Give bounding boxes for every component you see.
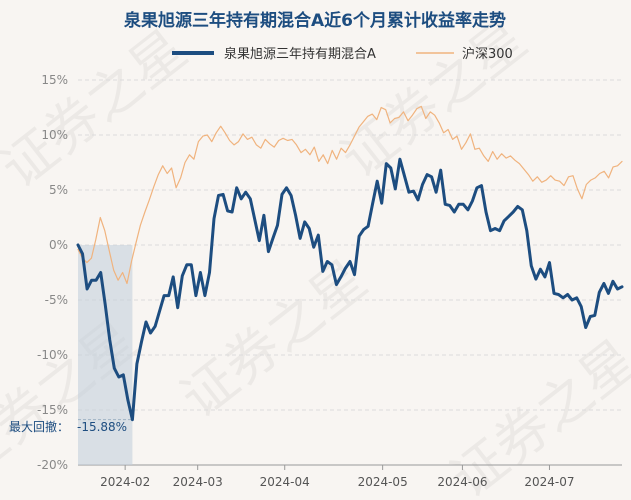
max-drawdown-annotation: 最大回撤： -15.88% xyxy=(9,419,127,434)
legend: 泉果旭源三年持有期混合A 沪深300 xyxy=(172,46,513,62)
fund-return-line xyxy=(76,157,624,422)
max-drawdown-value: -15.88% xyxy=(77,420,127,434)
y-tick-label: 5% xyxy=(49,183,68,197)
series-lines xyxy=(76,105,624,422)
x-tick-label: 2024-04 xyxy=(260,475,310,489)
x-tick-label: 2024-02 xyxy=(100,475,150,489)
x-tick-label: 2024-07 xyxy=(524,475,574,489)
y-tick-label: 0% xyxy=(49,238,68,252)
watermark-text: 证券之星 xyxy=(329,8,538,191)
y-tick-label: -10% xyxy=(37,348,68,362)
y-axis: 15% 10% 5% 0% -5% -10% -15% -20% xyxy=(37,73,68,472)
x-tick-label: 2024-06 xyxy=(437,475,487,489)
legend-label-index: 沪深300 xyxy=(462,46,513,62)
chart-title: 泉果旭源三年持有期混合A近6个月累计收益率走势 xyxy=(123,10,506,31)
grid xyxy=(78,79,622,466)
legend-label-fund: 泉果旭源三年持有期混合A xyxy=(224,46,376,62)
hs300-return-line xyxy=(77,105,623,285)
y-tick-label: -20% xyxy=(37,458,68,472)
max-drawdown-label: 最大回撤： xyxy=(9,419,69,434)
x-tick-label: 2024-03 xyxy=(173,475,223,489)
y-tick-label: -5% xyxy=(45,293,68,307)
x-tick-label: 2024-05 xyxy=(358,475,408,489)
x-axis: 2024-02 2024-03 2024-04 2024-05 2024-06 2024-… xyxy=(100,465,575,489)
y-tick-label: 15% xyxy=(41,73,68,87)
y-tick-label: -15% xyxy=(37,403,68,417)
y-tick-label: 10% xyxy=(41,128,68,142)
